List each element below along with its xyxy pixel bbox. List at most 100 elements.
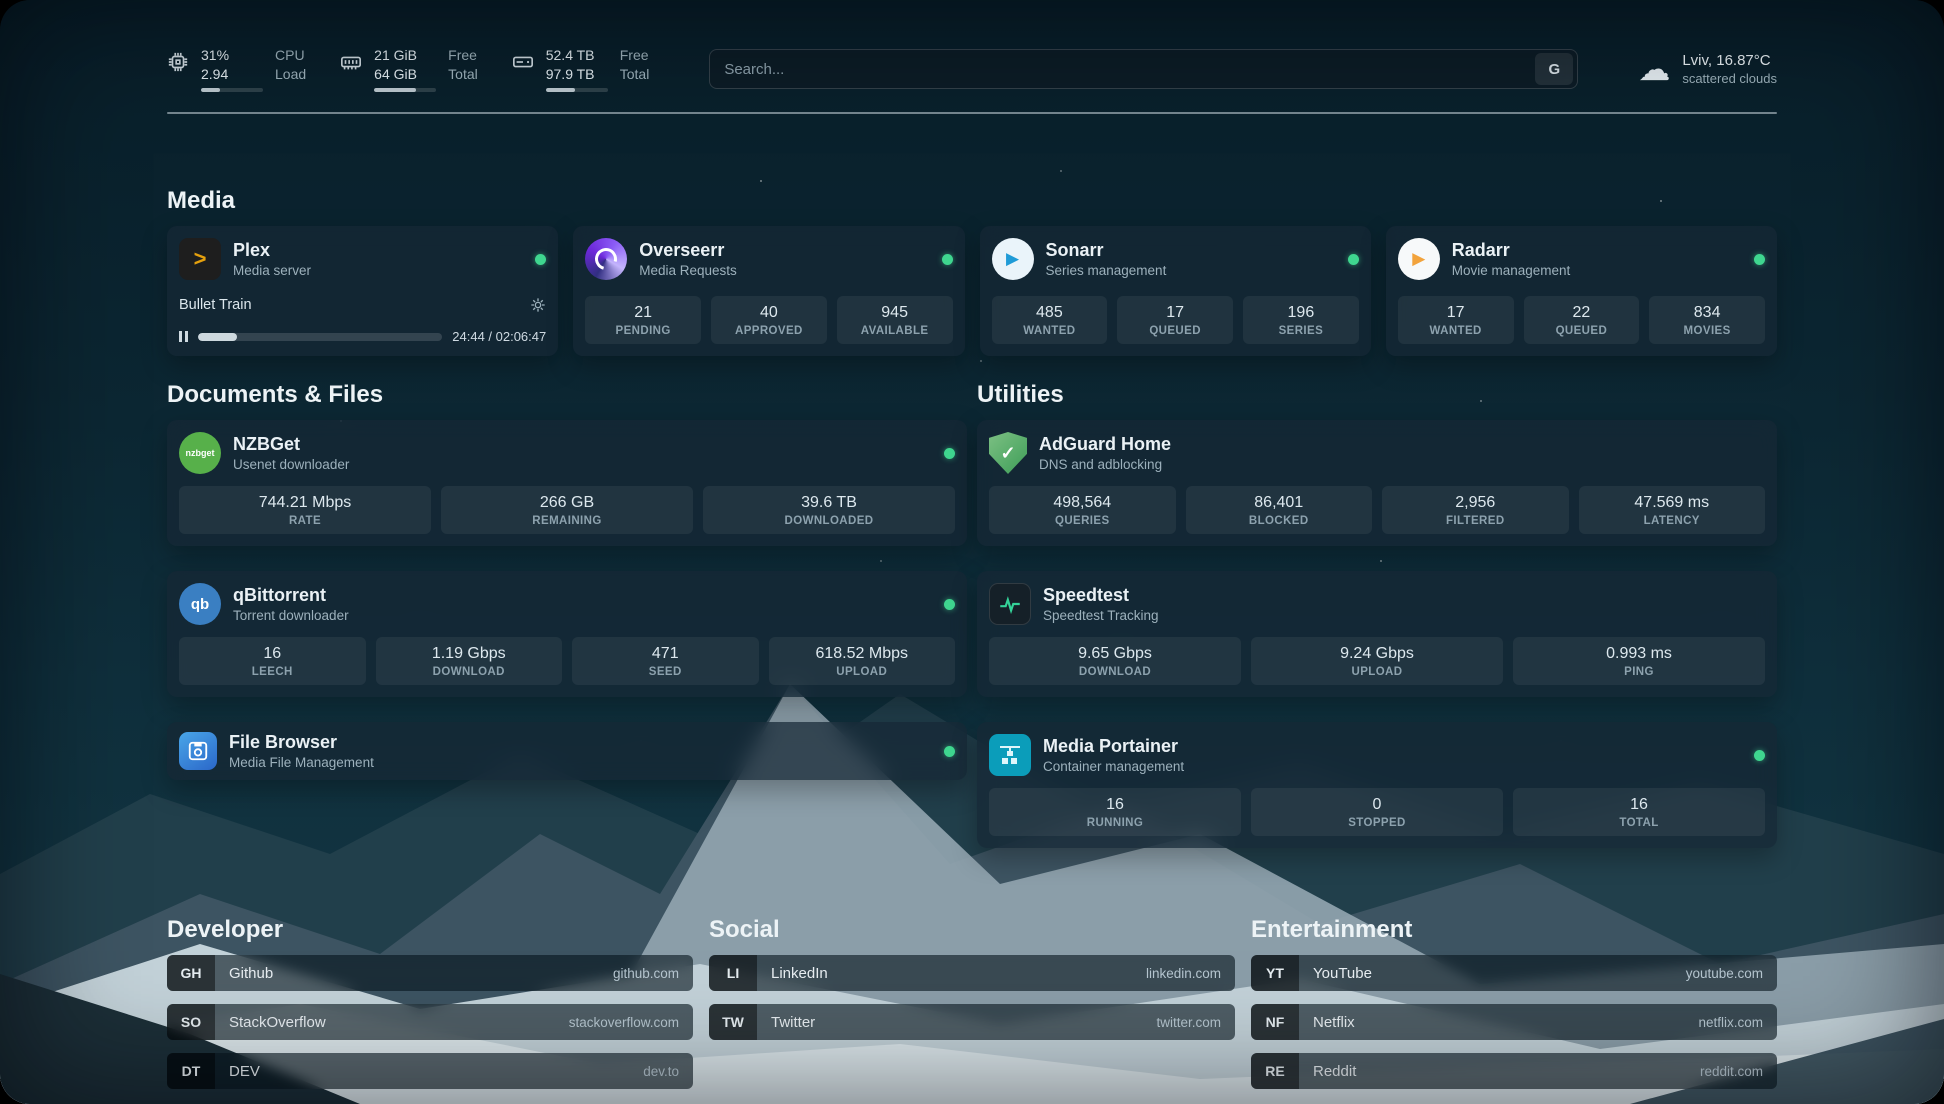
plex-card[interactable]: > Plex Media server Bullet Train (167, 226, 559, 356)
cloud-icon: ☁ (1638, 51, 1671, 87)
bookmark-url: github.com (612, 965, 679, 981)
filebrowser-card[interactable]: File Browser Media File Management (167, 722, 967, 780)
disk-total: 97.9 TB (545, 66, 595, 82)
bookmark-abbr: TW (709, 1004, 757, 1040)
stat-box: 0 STOPPED (1251, 788, 1503, 836)
search-bar[interactable]: G (709, 49, 1579, 89)
portainer-icon (989, 734, 1031, 776)
stat-box: 0.993 ms PING (1513, 637, 1765, 685)
search-provider-button[interactable]: G (1535, 53, 1574, 85)
bookmark-abbr: DT (167, 1053, 215, 1089)
memory-total: 64 GiB (374, 66, 417, 82)
stat-label: QUEUED (1149, 325, 1201, 337)
adguard-card[interactable]: ✓ AdGuard Home DNS and adblocking 498,56… (977, 420, 1777, 546)
nzbget-card[interactable]: nzbget NZBGet Usenet downloader 744.21 M… (167, 420, 967, 546)
stat-label: LEECH (251, 666, 293, 678)
section-utilities: Utilities ✓ AdGuard Home DNS and adblock… (977, 380, 1777, 848)
status-dot (941, 253, 953, 265)
stat-box: 196 SERIES (1243, 296, 1359, 344)
disk-icon (512, 51, 534, 73)
radarr-card[interactable]: ▶ Radarr Movie management 17 WANTED (1385, 226, 1777, 356)
bookmark-stackoverflow[interactable]: SO StackOverflow stackoverflow.com (167, 1004, 693, 1040)
status-dot (944, 745, 955, 757)
speedtest-card[interactable]: Speedtest Speedtest Tracking 9.65 Gbps D… (977, 571, 1777, 697)
service-desc: Container management (1043, 759, 1185, 774)
bookmark-abbr: YT (1251, 955, 1299, 991)
stat-value: 16 (263, 645, 282, 662)
cpu-percent: 31% (201, 47, 230, 63)
weather-location: Lviv, 16.87°C (1682, 52, 1771, 69)
stat-value: 0 (1372, 796, 1382, 813)
bookmark-twitter[interactable]: TW Twitter twitter.com (709, 1004, 1235, 1040)
stat-value: 744.21 Mbps (258, 494, 352, 511)
service-name: Plex (233, 240, 271, 260)
section-title-entertainment: Entertainment (1251, 916, 1413, 943)
stat-box: 744.21 Mbps RATE (179, 486, 431, 534)
disk-label-top: Free (619, 47, 649, 63)
cpu-label-bottom: Load (275, 66, 307, 82)
stat-label: DOWNLOAD (432, 666, 505, 678)
stat-value: 0.993 ms (1606, 645, 1672, 662)
disk-widget: 52.4 TB 97.9 TB Free Total (512, 46, 649, 92)
topbar-divider (167, 112, 1777, 114)
section-title-documents: Documents & Files (167, 381, 384, 408)
status-dot (1754, 749, 1765, 761)
status-dot (1347, 253, 1359, 265)
bookmark-reddit[interactable]: RE Reddit reddit.com (1251, 1053, 1777, 1089)
speedtest-icon (989, 583, 1031, 625)
bookmark-url: stackoverflow.com (568, 1014, 679, 1030)
radarr-icon: ▶ (1397, 238, 1440, 280)
bookmark-youtube[interactable]: YT YouTube youtube.com (1251, 955, 1777, 991)
disk-free: 52.4 TB (545, 47, 595, 63)
service-desc: Usenet downloader (233, 457, 350, 472)
bookmark-url: dev.to (643, 1063, 679, 1079)
weather-widget: ☁ Lviv, 16.87°C scattered clouds (1638, 52, 1777, 86)
qbittorrent-icon: qb (179, 583, 221, 625)
stat-value: 47.569 ms (1634, 494, 1710, 511)
playback-progress (198, 332, 443, 341)
section-title-utilities: Utilities (977, 381, 1064, 408)
stat-label: LATENCY (1643, 515, 1700, 527)
stat-label: REMAINING (532, 515, 602, 527)
stat-box: 1.19 Gbps DOWNLOAD (375, 637, 562, 685)
service-desc: Movie management (1451, 263, 1571, 278)
stat-value: 945 (881, 304, 908, 321)
stat-value: 9.24 Gbps (1340, 645, 1414, 662)
stat-label: PENDING (615, 325, 671, 337)
bookmark-linkedin[interactable]: LI LinkedIn linkedin.com (709, 955, 1235, 991)
memory-label-top: Free (448, 47, 477, 63)
stat-value: 196 (1287, 304, 1315, 321)
search-input[interactable] (724, 60, 1536, 78)
portainer-card[interactable]: Media Portainer Container management 16 … (977, 722, 1777, 848)
overseerr-card[interactable]: Overseerr Media Requests 21 PENDING 40 A… (573, 226, 965, 356)
bookmark-github[interactable]: GH Github github.com (167, 955, 693, 991)
qbittorrent-card[interactable]: qb qBittorrent Torrent downloader 16 LEE… (167, 571, 967, 697)
stat-value: 39.6 TB (801, 494, 857, 511)
memory-free: 21 GiB (374, 47, 417, 63)
stat-box: 485 WANTED (991, 296, 1108, 344)
stat-box: 471 SEED (572, 637, 759, 685)
stat-label: APPROVED (735, 325, 803, 337)
gear-icon[interactable] (530, 297, 546, 313)
stat-box: 266 GB REMAINING (441, 486, 693, 534)
bookmark-url: reddit.com (1699, 1063, 1763, 1079)
nzbget-icon: nzbget (179, 432, 221, 474)
service-name: AdGuard Home (1039, 434, 1172, 454)
bookmark-dev[interactable]: DT DEV dev.to (167, 1053, 693, 1089)
stat-value: 16 (1630, 796, 1648, 813)
memory-label-bottom: Total (448, 66, 478, 82)
service-desc: Series management (1045, 263, 1167, 278)
sonarr-card[interactable]: ▶ Sonarr Series management 485 WANTED (979, 226, 1371, 356)
status-dot (944, 598, 955, 610)
memory-bar (374, 88, 437, 92)
service-desc: Media Requests (639, 263, 737, 278)
weather-condition: scattered clouds (1682, 71, 1777, 86)
stat-value: 16 (1106, 796, 1124, 813)
bookmark-netflix[interactable]: NF Netflix netflix.com (1251, 1004, 1777, 1040)
stat-value: 834 (1693, 304, 1721, 321)
stat-box: 86,401 BLOCKED (1185, 486, 1372, 534)
bookmarks-developer: Developer GH Github github.com SO StackO… (167, 915, 693, 1089)
stat-label: FILTERED (1445, 515, 1505, 527)
stat-box: 9.24 Gbps UPLOAD (1251, 637, 1503, 685)
service-name: NZBGet (233, 434, 300, 454)
